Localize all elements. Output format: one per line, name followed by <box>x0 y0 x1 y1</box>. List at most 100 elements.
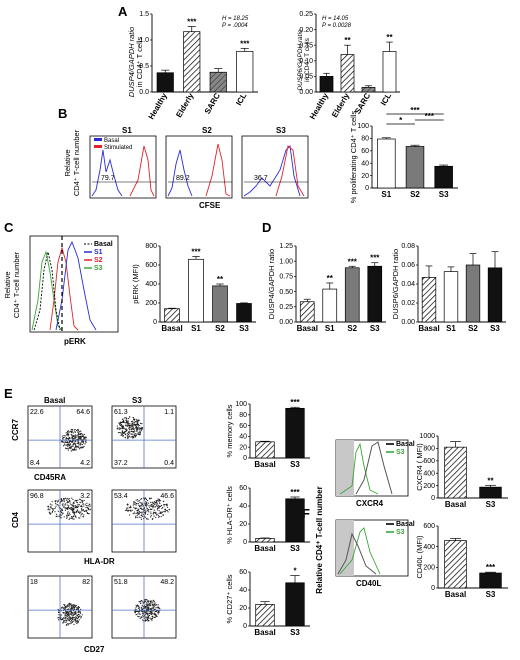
category-label: S3 <box>490 324 500 333</box>
significance-label: ** <box>327 274 334 283</box>
event-dot <box>57 510 59 512</box>
event-dot <box>151 501 153 503</box>
y-tick-label: 0.15 <box>299 42 313 49</box>
event-dot <box>129 505 131 507</box>
y-axis-label: % CD27⁺ cells <box>225 574 234 623</box>
event-dot <box>142 610 144 613</box>
event-dot <box>151 503 153 505</box>
c-legend-s2: S2 <box>94 257 103 264</box>
event-dot <box>75 610 77 613</box>
event-dot <box>78 432 80 434</box>
event-dot <box>126 435 128 437</box>
event-dot <box>131 425 133 427</box>
quadrant-value: 37.2 <box>114 460 128 467</box>
event-dot <box>155 512 157 514</box>
event-dot <box>49 513 51 515</box>
category-label: Elderly <box>174 91 195 119</box>
y-tick-label: 20 <box>361 173 369 180</box>
event-dot <box>71 440 74 442</box>
event-dot <box>141 428 143 430</box>
event-dot <box>74 606 77 608</box>
event-dot <box>137 605 140 607</box>
event-dot <box>132 427 134 430</box>
event-dot <box>140 616 142 618</box>
event-dot <box>68 507 71 509</box>
a-left-ylabel-1: DUSP4/GAPDH ratio <box>127 27 136 97</box>
event-dot <box>67 513 69 515</box>
event-dot <box>70 447 72 450</box>
category-label: S3 <box>290 544 300 553</box>
event-dot <box>77 612 79 614</box>
event-dot <box>60 514 62 517</box>
event-dot <box>65 606 67 608</box>
event-dot <box>127 504 129 506</box>
y-tick-label: 200 <box>145 300 157 307</box>
event-dot <box>147 518 149 520</box>
event-dot <box>63 436 65 439</box>
b-value-s2: 89.2 <box>176 175 190 182</box>
event-dot <box>71 431 73 433</box>
event-dot <box>78 448 81 450</box>
event-dot <box>140 508 143 510</box>
event-dot <box>68 431 70 433</box>
event-dot <box>64 620 66 622</box>
panel-letter-d: D <box>262 220 271 235</box>
event-dot <box>85 440 87 442</box>
event-dot <box>89 508 91 510</box>
event-dot <box>156 606 159 608</box>
event-dot <box>54 500 56 502</box>
event-dot <box>67 446 69 448</box>
event-dot <box>78 619 81 621</box>
event-dot <box>130 421 133 423</box>
event-dot <box>139 428 141 430</box>
event-dot <box>142 505 144 507</box>
event-dot <box>134 502 136 504</box>
event-dot <box>154 511 156 513</box>
event-dot <box>128 424 131 427</box>
significance-label: *** <box>370 254 380 263</box>
event-dot <box>164 503 166 506</box>
event-dot <box>77 511 79 513</box>
chart-b-bar: 0 20 40 60 80 100% proliferating CD4⁺ T cells… <box>349 106 458 203</box>
event-dot <box>74 437 76 439</box>
event-dot <box>134 608 136 610</box>
event-dot <box>153 605 156 607</box>
event-dot <box>82 500 84 503</box>
event-dot <box>131 428 133 431</box>
event-dot <box>166 510 169 512</box>
event-dot <box>62 499 65 501</box>
event-dot <box>63 621 65 623</box>
bar <box>479 572 502 589</box>
event-dot <box>138 431 140 434</box>
event-dot <box>125 434 127 436</box>
event-dot <box>139 433 141 435</box>
event-dot <box>73 429 75 431</box>
y-tick-label: 60 <box>361 148 369 155</box>
event-dot <box>139 430 141 432</box>
event-dot <box>150 618 153 620</box>
event-dot <box>80 434 82 436</box>
f-histograms: Relative CD4⁺ T-cell number Basal S3 CXC… <box>315 439 415 594</box>
event-dot <box>84 443 86 445</box>
event-dot <box>80 617 82 619</box>
event-dot <box>64 615 66 617</box>
e-row2-xlabel: HLA-DR <box>84 557 115 566</box>
event-dot <box>71 441 73 443</box>
event-dot <box>139 432 141 434</box>
event-dot <box>78 606 81 608</box>
event-dot <box>80 432 82 435</box>
event-dot <box>75 435 77 437</box>
event-dot <box>150 515 152 517</box>
event-dot <box>57 499 59 501</box>
event-dot <box>132 433 134 435</box>
event-dot <box>63 497 65 500</box>
event-dot <box>129 509 131 511</box>
event-dot <box>136 419 138 421</box>
event-dot <box>73 505 75 507</box>
event-dot <box>133 419 135 421</box>
f2-legend-basal: Basal <box>396 521 415 528</box>
significance-label: ** <box>386 33 393 42</box>
event-dot <box>133 434 135 436</box>
event-dot <box>126 432 128 434</box>
event-dot <box>140 502 142 504</box>
